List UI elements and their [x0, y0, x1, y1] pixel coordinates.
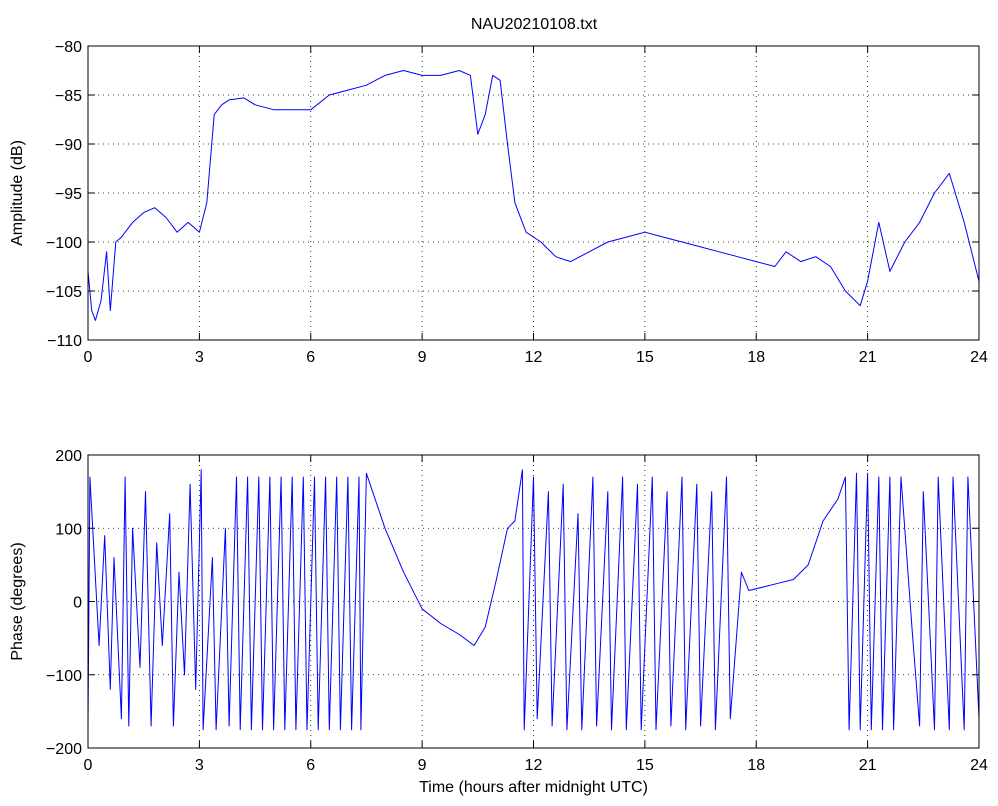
figure-title: NAU20210108.txt [471, 16, 598, 33]
phase-x-tick-label: 3 [195, 757, 204, 774]
phase-plot: 0 3 6 9 12 15 18 21 24 −200 −100 0 100 200 Phase (deg… [9, 448, 988, 796]
phase-series-line [87, 469, 980, 731]
amplitude-x-tick-label: 18 [747, 349, 765, 366]
phase-x-tick-label: 0 [84, 757, 93, 774]
amplitude-trace-layer [87, 70, 980, 321]
phase-x-tick-label: 9 [418, 757, 427, 774]
amplitude-y-tick-label: −85 [55, 88, 82, 105]
amplitude-plot: 0 3 6 9 12 15 18 21 24 −110 −105 −100 −95 −90 −85 −80 A… [9, 39, 988, 366]
amplitude-y-tick-label: −105 [46, 284, 82, 301]
phase-x-tick-label: 18 [747, 757, 765, 774]
phase-grid [88, 455, 979, 748]
phase-y-axis-label: Phase (degrees) [9, 542, 26, 660]
amplitude-x-tick-label: 9 [418, 349, 427, 366]
amplitude-x-tick-label: 24 [970, 349, 988, 366]
amplitude-x-tick-label: 15 [636, 349, 654, 366]
amplitude-series-line [87, 70, 980, 321]
phase-y-tick-label: −200 [46, 741, 82, 758]
amplitude-y-axis-label: Amplitude (dB) [9, 140, 26, 246]
phase-y-tick-label: 0 [73, 595, 82, 612]
phase-y-tick-label: 200 [55, 448, 82, 465]
phase-x-tick-label: 12 [525, 757, 543, 774]
amplitude-x-tick-label: 12 [525, 349, 543, 366]
phase-x-tick-label: 6 [306, 757, 315, 774]
amplitude-y-tick-label: −100 [46, 235, 82, 252]
amplitude-y-tick-label: −95 [55, 186, 82, 203]
amplitude-y-tick-label: −110 [47, 333, 82, 350]
amplitude-grid [88, 46, 979, 340]
phase-x-axis-label: Time (hours after midnight UTC) [419, 779, 648, 796]
phase-x-tick-label: 21 [859, 757, 877, 774]
amplitude-y-tick-label: −90 [55, 137, 82, 154]
phase-ticks: 0 3 6 9 12 15 18 21 24 −200 −100 0 100 200 [46, 448, 988, 774]
amplitude-x-tick-label: 3 [195, 349, 204, 366]
amplitude-x-tick-label: 0 [84, 349, 93, 366]
phase-y-tick-label: 100 [55, 521, 82, 538]
amplitude-ticks: 0 3 6 9 12 15 18 21 24 −110 −105 −100 −95 −90 −85 −80 [46, 39, 988, 366]
amplitude-y-tick-label: −80 [55, 39, 82, 56]
phase-y-tick-label: −100 [46, 668, 82, 685]
phase-trace-layer [87, 469, 980, 731]
amplitude-x-tick-label: 6 [306, 349, 315, 366]
phase-x-tick-label: 24 [970, 757, 988, 774]
phase-x-tick-label: 15 [636, 757, 654, 774]
amplitude-x-tick-label: 21 [859, 349, 877, 366]
